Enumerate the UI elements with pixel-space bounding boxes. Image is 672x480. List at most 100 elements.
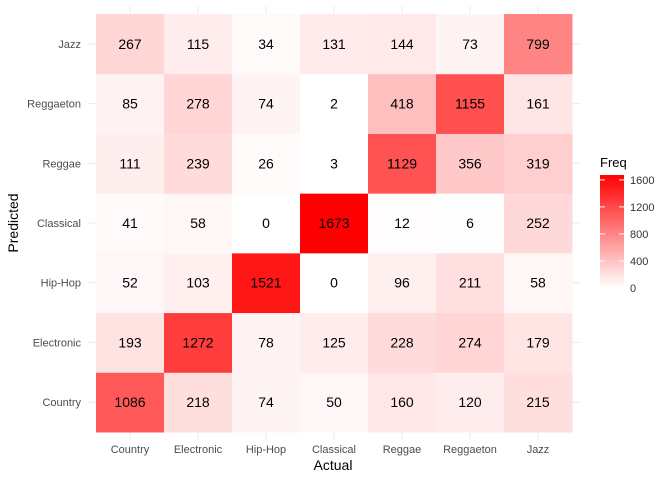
heatmap-cell xyxy=(436,73,505,134)
heatmap-cell xyxy=(368,252,437,314)
heatmap-cell xyxy=(436,133,505,194)
cell-value-label: 1155 xyxy=(455,96,485,112)
y-axis-ticks: Country Electronic Hip-Hop Classical Reggae R… xyxy=(27,39,81,409)
heatmap-cell xyxy=(96,193,165,254)
cell-value-label: 3 xyxy=(330,155,338,171)
x-tick-label: Electronic xyxy=(174,444,223,456)
color-legend: Freq 0 400 800 1200 1600 xyxy=(600,155,654,295)
heatmap-cell xyxy=(436,14,505,75)
y-tick-label: Classical xyxy=(37,218,81,230)
cell-value-label: 218 xyxy=(186,394,210,410)
heatmap-cell xyxy=(232,73,301,134)
cell-value-label: 125 xyxy=(322,334,346,350)
legend-tick-label: 1600 xyxy=(630,175,654,187)
heatmap-cell xyxy=(368,193,437,254)
cell-value-label: 0 xyxy=(330,275,338,291)
legend-colorbar xyxy=(600,175,624,288)
cell-value-label: 12 xyxy=(394,215,410,231)
cell-value-label: 1521 xyxy=(250,275,281,291)
x-tick-label: Reggaeton xyxy=(443,444,497,456)
legend-title: Freq xyxy=(600,155,627,170)
x-axis-ticks: Country Electronic Hip-Hop Classical Reggae R… xyxy=(111,444,550,456)
cell-value-label: 160 xyxy=(390,394,414,410)
cell-value-label: 58 xyxy=(530,275,546,291)
cell-value-label: 74 xyxy=(258,394,274,410)
cell-value-label: 85 xyxy=(122,96,138,112)
cell-value-label: 274 xyxy=(458,334,482,350)
heatmap-cell xyxy=(368,312,437,373)
heatmap-cell xyxy=(232,14,301,75)
heatmap-cell xyxy=(368,372,437,433)
heatmap-cell xyxy=(164,14,233,75)
cell-value-label: 26 xyxy=(258,155,274,171)
legend-tick-label: 400 xyxy=(630,256,648,268)
heatmap-cell xyxy=(96,133,165,194)
cell-value-label: 41 xyxy=(122,215,138,231)
y-tick-label: Electronic xyxy=(33,337,82,349)
heatmap-cell xyxy=(300,133,369,194)
heatmap-cell xyxy=(436,193,505,254)
x-axis-title: Actual xyxy=(314,457,353,473)
heatmap-cell xyxy=(164,133,233,194)
cell-value-label: 228 xyxy=(390,334,414,350)
y-tick-label: Reggae xyxy=(42,158,81,170)
heatmap-cell xyxy=(436,312,505,373)
cell-value-label: 267 xyxy=(118,36,142,52)
y-tick-label: Hip-Hop xyxy=(41,278,81,290)
heatmap-cell xyxy=(164,372,233,433)
cell-value-label: 1129 xyxy=(387,155,417,171)
heatmap-cell xyxy=(96,73,165,134)
heatmap-cell xyxy=(300,193,369,254)
heatmap-cell xyxy=(504,14,573,75)
heatmap-cell xyxy=(504,73,573,134)
y-axis-title: Predicted xyxy=(5,193,21,252)
x-tick-label: Classical xyxy=(312,444,356,456)
heatmap-cell xyxy=(96,372,165,433)
heatmap-cell xyxy=(232,193,301,254)
heatmap-cell xyxy=(164,312,233,373)
cell-value-label: 6 xyxy=(466,215,474,231)
heatmap-cell xyxy=(96,252,165,314)
cell-value-label: 1272 xyxy=(182,334,213,350)
y-tick-label: Country xyxy=(42,397,81,409)
heatmap-cell xyxy=(300,312,369,373)
heatmap-cell xyxy=(368,73,437,134)
x-tick-label: Jazz xyxy=(527,444,550,456)
cell-value-label: 111 xyxy=(119,155,140,171)
cell-value-label: 131 xyxy=(322,36,346,52)
cell-value-label: 211 xyxy=(459,275,482,291)
cell-value-label: 215 xyxy=(526,394,550,410)
cell-value-label: 319 xyxy=(526,155,550,171)
heatmap-cell xyxy=(504,133,573,194)
cell-value-label: 74 xyxy=(258,96,274,112)
cell-value-label: 144 xyxy=(390,36,414,52)
heatmap-cell xyxy=(300,14,369,75)
legend-tick-label: 800 xyxy=(630,229,648,241)
heatmap-cell xyxy=(232,133,301,194)
cell-value-label: 50 xyxy=(326,394,342,410)
heatmap-cell xyxy=(368,14,437,75)
heatmap-cell xyxy=(300,73,369,134)
heatmap-cell xyxy=(504,312,573,373)
heatmap-cell xyxy=(164,73,233,134)
heatmap-cell xyxy=(300,252,369,314)
heatmap-cell xyxy=(164,193,233,254)
x-tick-label: Reggae xyxy=(383,444,422,456)
cell-value-label: 179 xyxy=(526,334,550,350)
heatmap-cell xyxy=(96,14,165,75)
cell-value-label: 239 xyxy=(186,155,210,171)
cell-value-label: 252 xyxy=(526,215,550,231)
cell-value-label: 115 xyxy=(187,36,210,52)
cell-value-label: 1086 xyxy=(114,394,145,410)
heatmap-cells xyxy=(96,14,573,433)
cell-value-label: 96 xyxy=(394,275,410,291)
x-tick-label: Country xyxy=(111,444,150,456)
heatmap-cell xyxy=(96,312,165,373)
heatmap-cell xyxy=(504,193,573,254)
cell-value-label: 418 xyxy=(390,96,414,112)
cell-value-label: 1673 xyxy=(318,215,349,231)
cell-value-label: 120 xyxy=(458,394,482,410)
x-tick-label: Hip-Hop xyxy=(246,444,286,456)
heatmap-cell xyxy=(232,372,301,433)
